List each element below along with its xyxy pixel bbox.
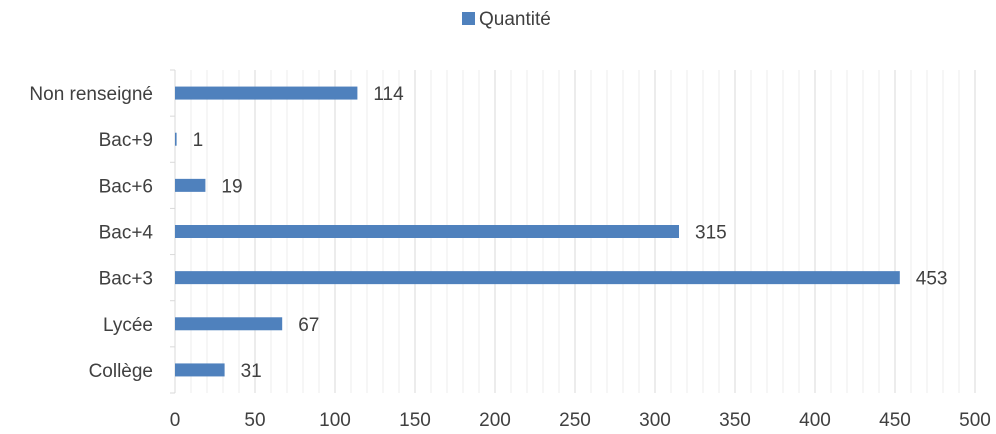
legend-swatch [462,12,475,25]
axes: 0 50 100 150 200 250 300 350 400 450 500 [170,69,991,431]
data-label: 1 [193,130,204,151]
data-label: 453 [916,269,948,290]
bar [175,271,900,285]
x-tick-label: 250 [559,410,591,431]
category-label: Collège [89,361,153,382]
x-tick-label: 50 [244,410,265,431]
category-label: Bac+3 [99,269,153,290]
data-label: 114 [373,84,404,105]
x-tick-label: 100 [319,410,351,431]
data-label: 315 [695,223,727,244]
data-label: 19 [221,176,242,197]
x-tick-label: 500 [959,410,991,431]
category-label: Bac+9 [99,130,153,151]
x-tick-label: 200 [479,410,511,431]
category-label: Bac+6 [99,176,153,197]
x-tick-label: 0 [170,410,181,431]
bar [175,178,206,192]
data-label: 31 [241,361,262,382]
x-tick-label: 150 [399,410,431,431]
bar [175,317,283,331]
bar [175,225,679,238]
x-tick-label: 400 [799,410,831,431]
x-tick-label: 350 [719,410,751,431]
category-label: Non renseigné [29,84,153,105]
category-label: Bac+4 [99,223,154,244]
data-label: 67 [298,315,319,336]
x-tick-label: 300 [639,410,671,431]
bar [175,363,225,377]
x-tick-label: 450 [879,410,911,431]
legend-label: Quantité [479,9,551,30]
legend: Quantité [462,9,551,30]
labels: Collège 31 Lycée 67 Bac+3 453 Bac+4 315 Bac+6 19 B… [29,84,947,382]
category-label: Lycée [103,315,153,336]
bars [175,86,900,377]
bar [175,86,358,100]
bar [175,132,177,146]
